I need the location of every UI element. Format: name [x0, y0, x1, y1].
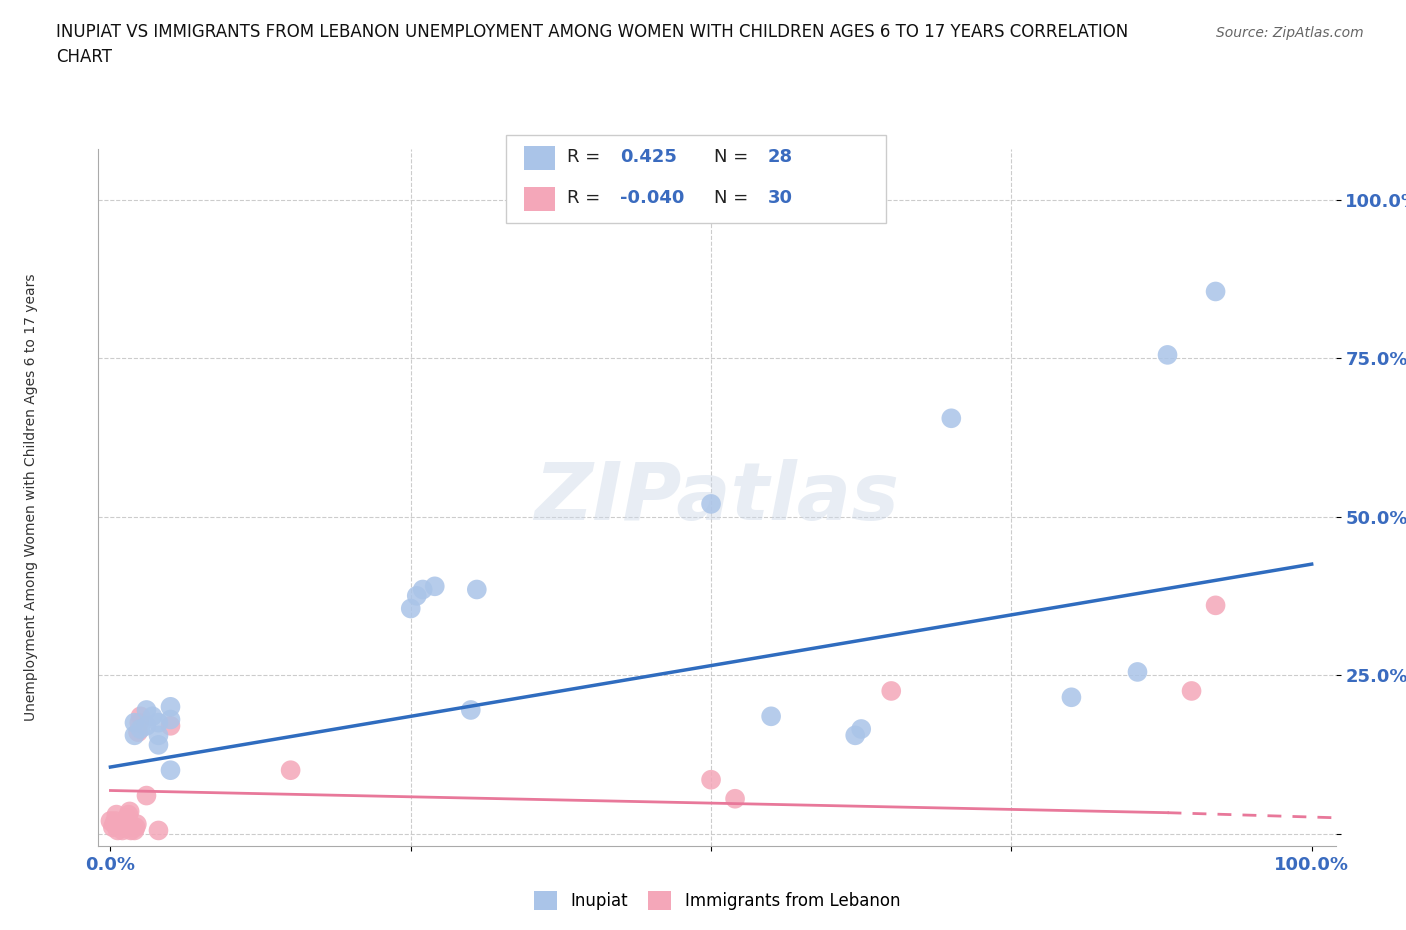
Point [412, 582, 434, 597]
Point [141, 709, 163, 724]
Point [405, 589, 427, 604]
Legend: Inupiat, Immigrants from Lebanon: Inupiat, Immigrants from Lebanon [526, 883, 908, 918]
Point [399, 601, 422, 616]
Point [111, 823, 134, 838]
Point [148, 737, 170, 752]
Point [148, 728, 170, 743]
Text: N =: N = [714, 148, 748, 166]
Point [135, 702, 157, 717]
Point [117, 807, 139, 822]
Text: ZIPatlas: ZIPatlas [534, 458, 900, 537]
Text: -0.040: -0.040 [620, 189, 685, 207]
Point [117, 810, 139, 825]
Point [115, 814, 138, 829]
Point [100, 814, 122, 829]
Point [159, 718, 181, 733]
Point [851, 722, 873, 737]
Point [465, 582, 488, 597]
Point [121, 820, 143, 835]
Point [135, 718, 157, 733]
Point [148, 715, 170, 730]
Point [128, 715, 150, 730]
Text: R =: R = [567, 189, 600, 207]
Point [101, 820, 124, 835]
Point [759, 709, 782, 724]
Point [112, 820, 135, 835]
Point [159, 699, 181, 714]
Point [280, 763, 302, 777]
Text: 28: 28 [768, 148, 793, 166]
Point [724, 791, 747, 806]
Point [700, 772, 723, 787]
Point [135, 788, 157, 803]
Text: INUPIAT VS IMMIGRANTS FROM LEBANON UNEMPLOYMENT AMONG WOMEN WITH CHILDREN AGES 6: INUPIAT VS IMMIGRANTS FROM LEBANON UNEMP… [56, 23, 1129, 41]
Point [423, 578, 446, 593]
Point [1205, 598, 1227, 613]
Point [941, 411, 963, 426]
Point [1205, 284, 1227, 299]
Text: R =: R = [567, 148, 600, 166]
Point [125, 817, 148, 831]
Point [120, 823, 142, 838]
Point [1060, 690, 1083, 705]
Point [880, 684, 903, 698]
Point [148, 823, 170, 838]
Point [124, 820, 146, 835]
Point [105, 807, 128, 822]
Point [159, 763, 181, 777]
Text: 30: 30 [768, 189, 793, 207]
Text: CHART: CHART [56, 48, 112, 66]
Point [118, 804, 141, 819]
Point [1126, 664, 1149, 679]
Point [129, 709, 152, 724]
Point [159, 712, 181, 727]
Point [129, 722, 152, 737]
Point [124, 823, 146, 838]
Point [1180, 684, 1202, 698]
Text: Source: ZipAtlas.com: Source: ZipAtlas.com [1216, 26, 1364, 40]
Text: N =: N = [714, 189, 748, 207]
Point [114, 817, 136, 831]
Point [107, 823, 129, 838]
Point [1156, 348, 1178, 363]
Point [124, 728, 146, 743]
Point [124, 715, 146, 730]
Point [103, 817, 125, 831]
Point [104, 814, 127, 829]
Point [127, 724, 149, 739]
Text: Unemployment Among Women with Children Ages 6 to 17 years: Unemployment Among Women with Children A… [24, 273, 38, 722]
Text: 0.425: 0.425 [620, 148, 676, 166]
Point [700, 497, 723, 512]
Point [844, 728, 866, 743]
Point [460, 702, 482, 717]
